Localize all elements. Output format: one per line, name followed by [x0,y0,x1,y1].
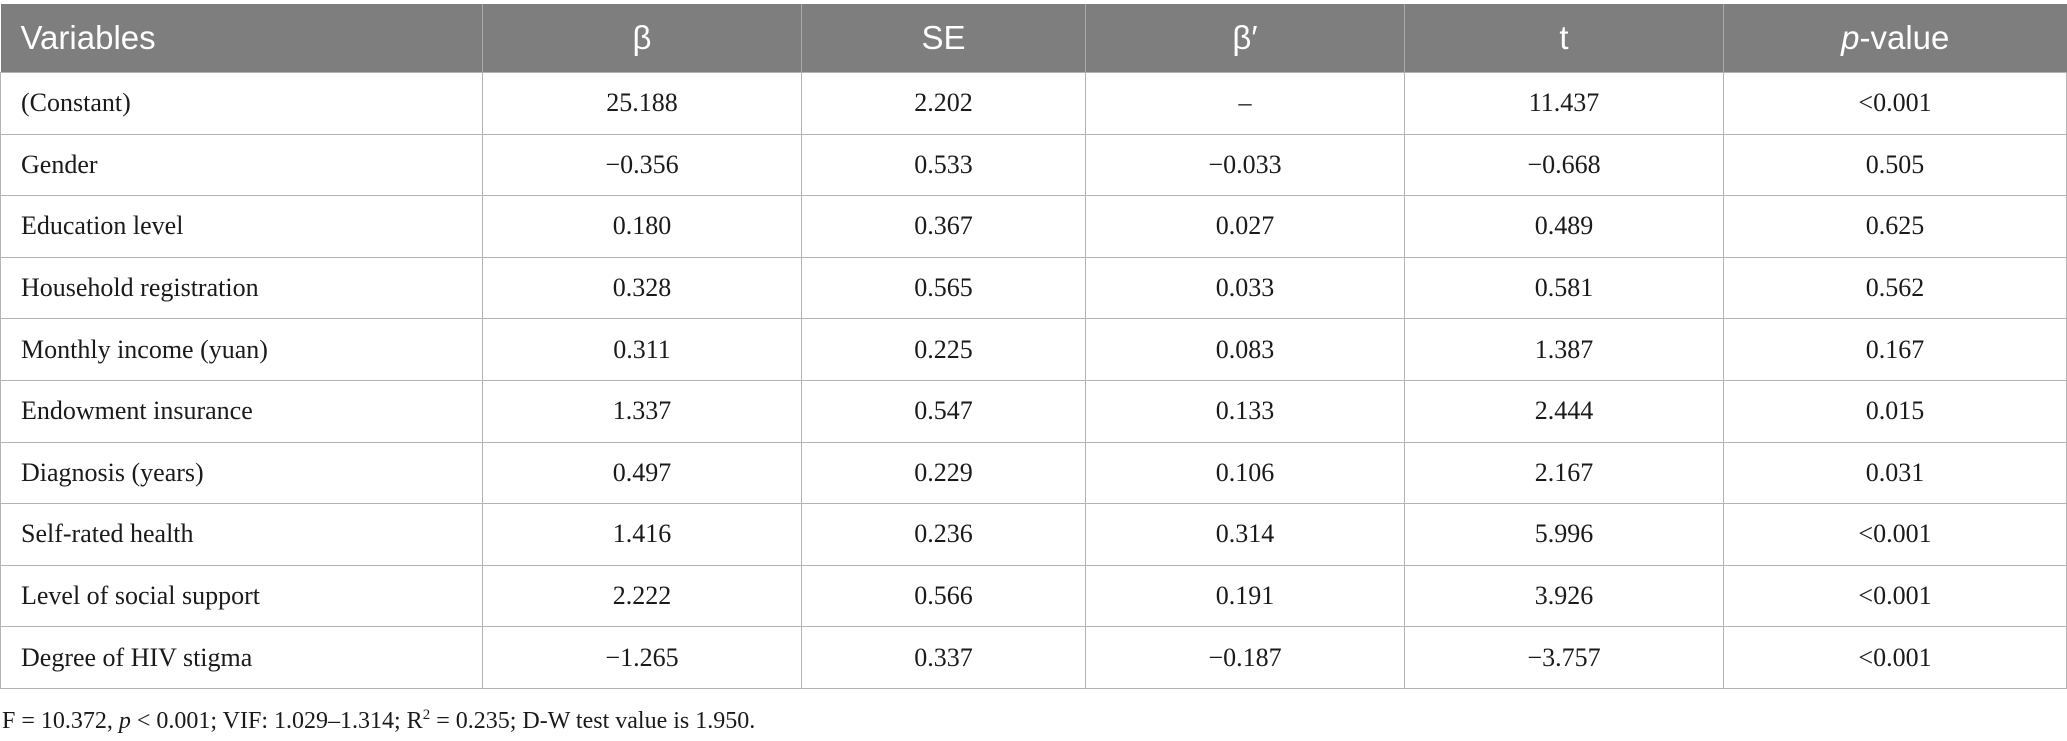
cell-t: 2.167 [1404,441,1724,505]
header-row: Variables β SE β′ t p-value [0,4,2067,73]
header-variables: Variables [0,4,483,73]
cell-variable: (Constant) [0,72,483,135]
cell-beta-std: 0.033 [1085,256,1405,320]
cell-t: −0.668 [1404,133,1724,197]
cell-se: 0.225 [801,318,1086,381]
header-beta: β [482,4,802,73]
cell-beta: 0.328 [482,256,802,320]
table-row: (Constant) 25.188 2.202–11.437 <0.001 [0,72,2067,135]
cell-beta-std: 0.027 [1085,195,1405,258]
table-row: Diagnosis (years) 0.497 0.229 0.106 2.167 0.0… [0,441,2067,505]
cell-beta: 25.188 [482,72,802,135]
cell-p-value: <0.001 [1723,564,2067,628]
table-row: Degree of HIV stigma −1.265 0.337 −0.187 −3.… [0,626,2067,689]
cell-variable: Level of social support [0,564,483,628]
cell-t: 1.387 [1404,318,1724,381]
table-row: Household registration 0.328 0.565 0.033 0.5… [0,256,2067,320]
footnote-superscript: 2 [422,707,431,723]
cell-p-value: 0.505 [1723,133,2067,197]
regression-table-container: Variables β SE β′ t p-value (Constant) 25… [0,4,2067,689]
table-row: Education level 0.180 0.367 0.027 0.489 0.625 [0,195,2067,258]
cell-p-value: 0.015 [1723,379,2067,443]
cell-t: 11.437 [1404,72,1724,135]
header-beta-std: β′ [1085,4,1405,73]
cell-variable: Household registration [0,256,483,320]
cell-t: 5.996 [1404,503,1724,566]
cell-beta-std: 0.133 [1085,379,1405,443]
cell-se: 0.547 [801,379,1086,443]
header-p-italic: p [1841,19,1860,56]
cell-t: 0.489 [1404,195,1724,258]
cell-p-value: <0.001 [1723,503,2067,566]
cell-t: 0.581 [1404,256,1724,320]
cell-p-value: 0.031 [1723,441,2067,505]
cell-beta-std: −0.033 [1085,133,1405,197]
cell-beta-std: 0.083 [1085,318,1405,381]
cell-beta: −0.356 [482,133,802,197]
table-row: Endowment insurance 1.337 0.547 0.133 2.444 0… [0,379,2067,443]
cell-beta: 1.416 [482,503,802,566]
cell-p-value: <0.001 [1723,72,2067,135]
cell-beta-std: 0.314 [1085,503,1405,566]
cell-beta: −1.265 [482,626,802,689]
cell-variable: Endowment insurance [0,379,483,443]
cell-p-value: 0.562 [1723,256,2067,320]
cell-se: 0.367 [801,195,1086,258]
cell-se: 0.533 [801,133,1086,197]
regression-table: Variables β SE β′ t p-value (Constant) 25… [0,4,2067,689]
footnote-part1: F = 10.372, [2,708,119,734]
cell-variable: Gender [0,133,483,197]
cell-t: 3.926 [1404,564,1724,628]
cell-variable: Degree of HIV stigma [0,626,483,689]
cell-variable: Monthly income (yuan) [0,318,483,381]
cell-variable: Education level [0,195,483,258]
header-t: t [1404,4,1724,73]
cell-beta: 0.180 [482,195,802,258]
cell-se: 0.337 [801,626,1086,689]
cell-t: −3.757 [1404,626,1724,689]
cell-beta: 0.497 [482,441,802,505]
table-footnote: F = 10.372, p < 0.001; VIF: 1.029–1.314;… [2,708,755,735]
table-row: Self-rated health 1.416 0.236 0.314 5.996 <0.… [0,503,2067,566]
header-p-value: p-value [1723,4,2067,73]
cell-se: 0.236 [801,503,1086,566]
cell-se: 2.202 [801,72,1086,135]
table-header: Variables β SE β′ t p-value [0,4,2067,73]
cell-variable: Diagnosis (years) [0,441,483,505]
cell-t: 2.444 [1404,379,1724,443]
cell-beta-std: 0.191 [1085,564,1405,628]
table-row: Level of social support 2.222 0.566 0.191 3.… [0,564,2067,628]
footnote-part2: < 0.001; VIF: 1.029–1.314; R [130,708,423,734]
cell-beta: 1.337 [482,379,802,443]
cell-beta-std: 0.106 [1085,441,1405,505]
header-p-rest: -value [1859,19,1950,56]
table-row: Monthly income (yuan) 0.311 0.225 0.083 1.38… [0,318,2067,381]
cell-p-value: 0.625 [1723,195,2067,258]
cell-p-value: <0.001 [1723,626,2067,689]
cell-beta: 0.311 [482,318,802,381]
cell-se: 0.565 [801,256,1086,320]
cell-se: 0.566 [801,564,1086,628]
header-se: SE [801,4,1086,73]
footnote-part3: = 0.235; D-W test value is 1.950. [430,708,756,734]
cell-beta-std: −0.187 [1085,626,1405,689]
cell-beta: 2.222 [482,564,802,628]
cell-variable: Self-rated health [0,503,483,566]
table-row: Gender −0.356 0.533 −0.033 −0.668 0.505 [0,133,2067,197]
cell-beta-std: – [1085,72,1405,135]
cell-p-value: 0.167 [1723,318,2067,381]
cell-se: 0.229 [801,441,1086,505]
table-body: (Constant) 25.188 2.202–11.437 <0.001 Gender… [0,72,2067,689]
footnote-p-italic: p [118,708,131,734]
